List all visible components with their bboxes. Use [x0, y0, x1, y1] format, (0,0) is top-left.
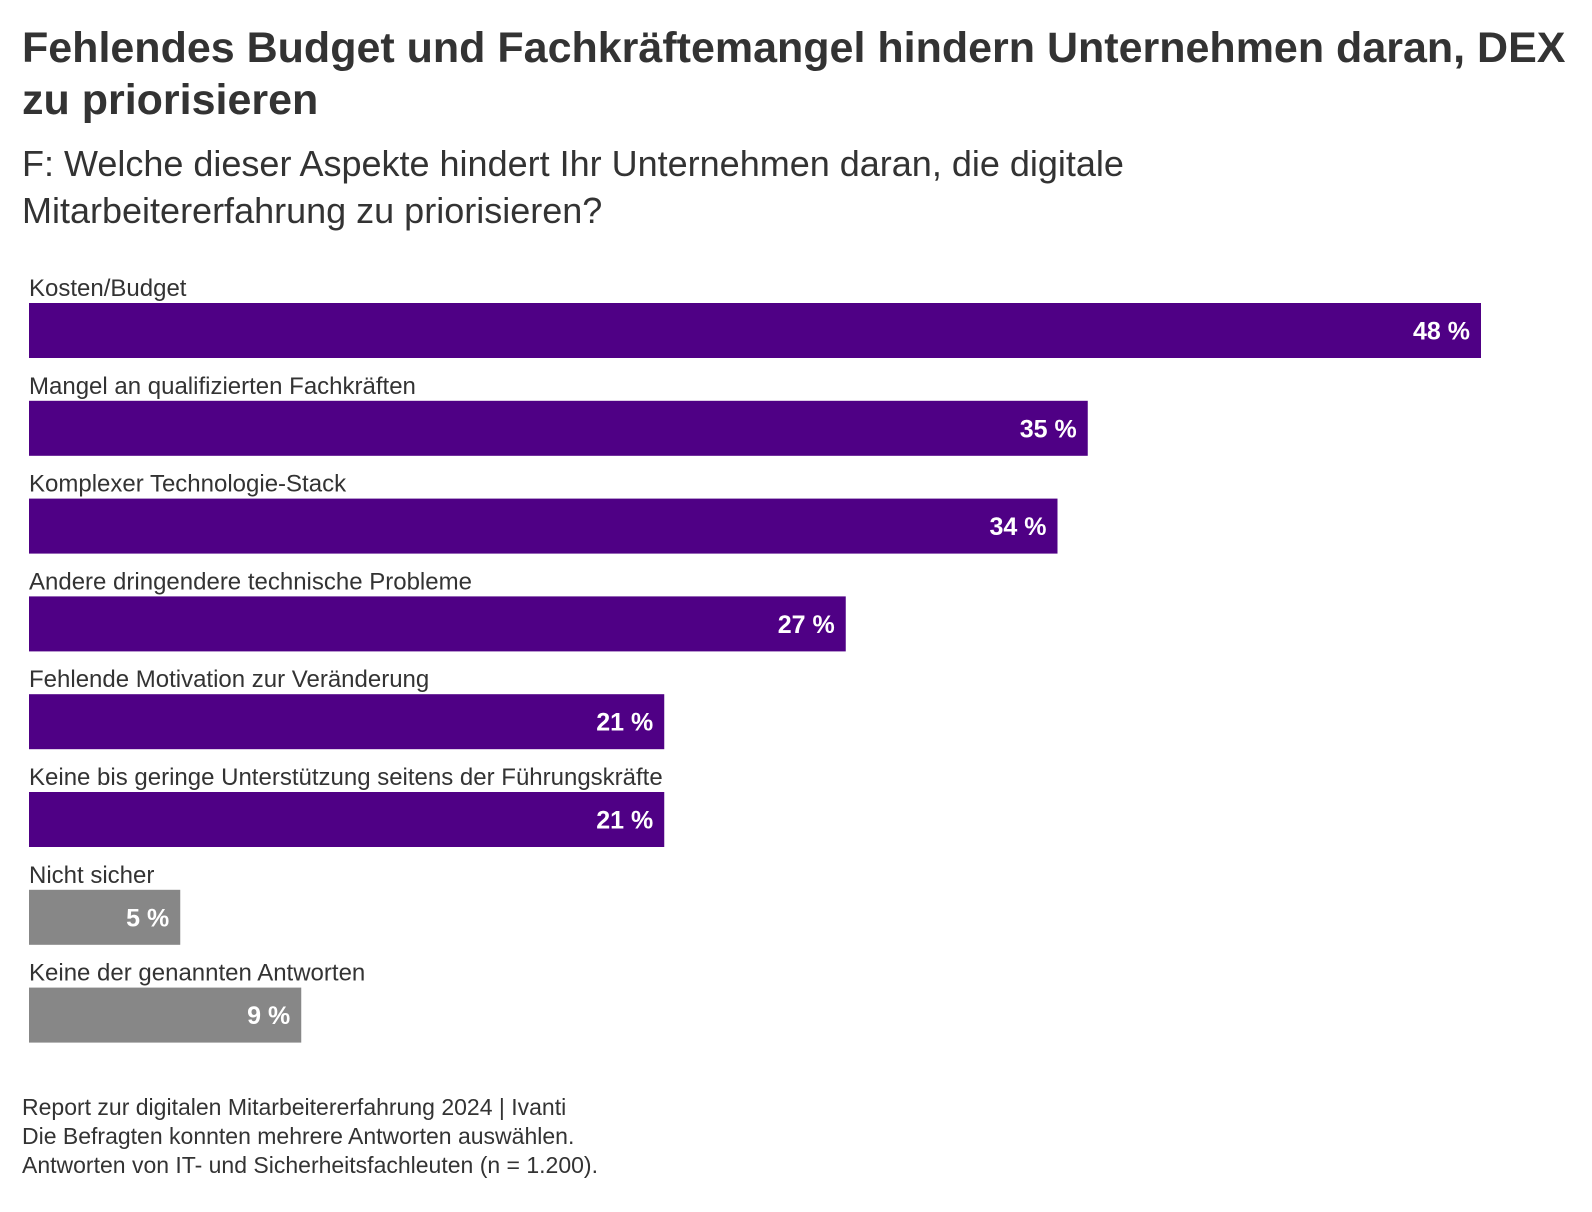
value-label-keine-der-genannten-antworten: 9 %: [247, 1002, 290, 1030]
bar-nicht-sicher: [29, 889, 181, 945]
value-label-keine-bis-geringe-unterstuetzung-seitens-der-fuehrungskraefte: 21 %: [596, 807, 653, 835]
category-label-kosten-budget: Kosten/Budget: [29, 275, 187, 302]
bar-mangel-an-qualifizierten-fachkraeften: [29, 400, 1088, 456]
bar-fehlende-motivation-zur-veraenderung: [29, 694, 665, 750]
bar-komplexer-technologie-stack: [29, 498, 1058, 554]
category-label-nicht-sicher: Nicht sicher: [29, 862, 154, 889]
bar-keine-bis-geringe-unterstuetzung-seitens-der-fuehrungskraefte: [29, 792, 665, 847]
category-label-keine-der-genannten-antworten: Keine der genannten Antworten: [29, 960, 365, 987]
bar-chart: Kosten/Budget 48 % Mangel an qualifizierte…: [29, 275, 1481, 1043]
category-label-andere-dringendere-technische-probleme: Andere dringendere technische Probleme: [29, 568, 472, 595]
value-label-mangel-an-qualifizierten-fachkraeften: 35 %: [1020, 415, 1077, 443]
chart-footer: Report zur digitalen Mitarbeitererfahrun…: [22, 1093, 1022, 1180]
footer-sample: Antworten von IT- und Sicherheitsfachleu…: [22, 1152, 598, 1178]
chart-title: Fehlendes Budget und Fachkräftemangel hi…: [22, 24, 1566, 124]
chart-subtitle: F: Welche dieser Aspekte hindert Ihr Unt…: [22, 143, 1124, 231]
value-label-kosten-budget: 48 %: [1413, 318, 1470, 346]
value-label-nicht-sicher: 5 %: [126, 904, 169, 932]
footer-note: Die Befragten konnten mehrere Antworten …: [22, 1123, 575, 1149]
value-label-komplexer-technologie-stack: 34 %: [990, 513, 1047, 541]
value-label-andere-dringendere-technische-probleme: 27 %: [778, 611, 835, 639]
bar-andere-dringendere-technische-probleme: [29, 596, 846, 652]
value-label-fehlende-motivation-zur-veraenderung: 21 %: [596, 709, 653, 737]
category-label-mangel-an-qualifizierten-fachkraeften: Mangel an qualifizierten Fachkräften: [29, 373, 416, 400]
category-label-keine-bis-geringe-unterstuetzung-seitens-der-fuehrungskraefte: Keine bis geringe Unterstützung seitens …: [29, 764, 663, 791]
category-label-fehlende-motivation-zur-veraenderung: Fehlende Motivation zur Veränderung: [29, 666, 429, 693]
category-label-komplexer-technologie-stack: Komplexer Technologie-Stack: [29, 471, 347, 498]
bar-kosten-budget: [29, 303, 1481, 358]
bar-keine-der-genannten-antworten: [29, 987, 302, 1043]
footer-source: Report zur digitalen Mitarbeitererfahrun…: [22, 1094, 567, 1120]
